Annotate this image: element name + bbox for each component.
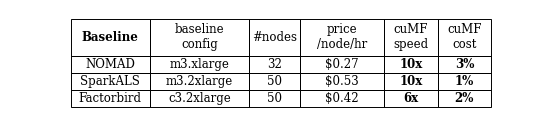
Bar (150, 19, 249, 56)
Text: 10x: 10x (399, 58, 423, 71)
Text: Factorbird: Factorbird (78, 92, 141, 105)
Text: m3.2xlarge: m3.2xlarge (165, 75, 233, 88)
Bar (300, 90, 384, 107)
Text: m3.xlarge: m3.xlarge (169, 58, 229, 71)
Text: NOMAD: NOMAD (85, 58, 135, 71)
Bar (300, 56, 384, 73)
Text: Baseline: Baseline (82, 31, 139, 44)
Text: #nodes: #nodes (252, 31, 297, 44)
Text: $0.27: $0.27 (325, 58, 359, 71)
Text: 2%: 2% (455, 92, 474, 105)
Bar (71, 73, 150, 90)
Bar (384, 90, 437, 107)
Bar (437, 56, 491, 73)
Text: $0.42: $0.42 (325, 92, 359, 105)
Bar (150, 56, 249, 73)
Text: $0.53: $0.53 (325, 75, 359, 88)
Bar (249, 73, 300, 90)
Bar (71, 19, 150, 56)
Text: 3%: 3% (455, 58, 474, 71)
Bar (71, 56, 150, 73)
Text: cuMF
speed: cuMF speed (393, 24, 429, 52)
Bar (437, 73, 491, 90)
Text: c3.2xlarge: c3.2xlarge (168, 92, 231, 105)
Bar (300, 19, 384, 56)
Bar (249, 19, 300, 56)
Text: baseline
config: baseline config (174, 24, 224, 52)
Bar (249, 56, 300, 73)
Bar (300, 73, 384, 90)
Text: cuMF
cost: cuMF cost (447, 24, 482, 52)
Bar (384, 19, 437, 56)
Bar (384, 73, 437, 90)
Bar (249, 90, 300, 107)
Bar (150, 73, 249, 90)
Text: 10x: 10x (399, 75, 423, 88)
Text: price
/node/hr: price /node/hr (317, 24, 367, 52)
Text: SparkALS: SparkALS (80, 75, 140, 88)
Text: 50: 50 (267, 92, 282, 105)
Bar (150, 90, 249, 107)
Text: 1%: 1% (455, 75, 474, 88)
Bar (384, 56, 437, 73)
Bar (437, 19, 491, 56)
Bar (437, 90, 491, 107)
Text: 32: 32 (267, 58, 282, 71)
Text: 6x: 6x (403, 92, 418, 105)
Text: 50: 50 (267, 75, 282, 88)
Bar (71, 90, 150, 107)
